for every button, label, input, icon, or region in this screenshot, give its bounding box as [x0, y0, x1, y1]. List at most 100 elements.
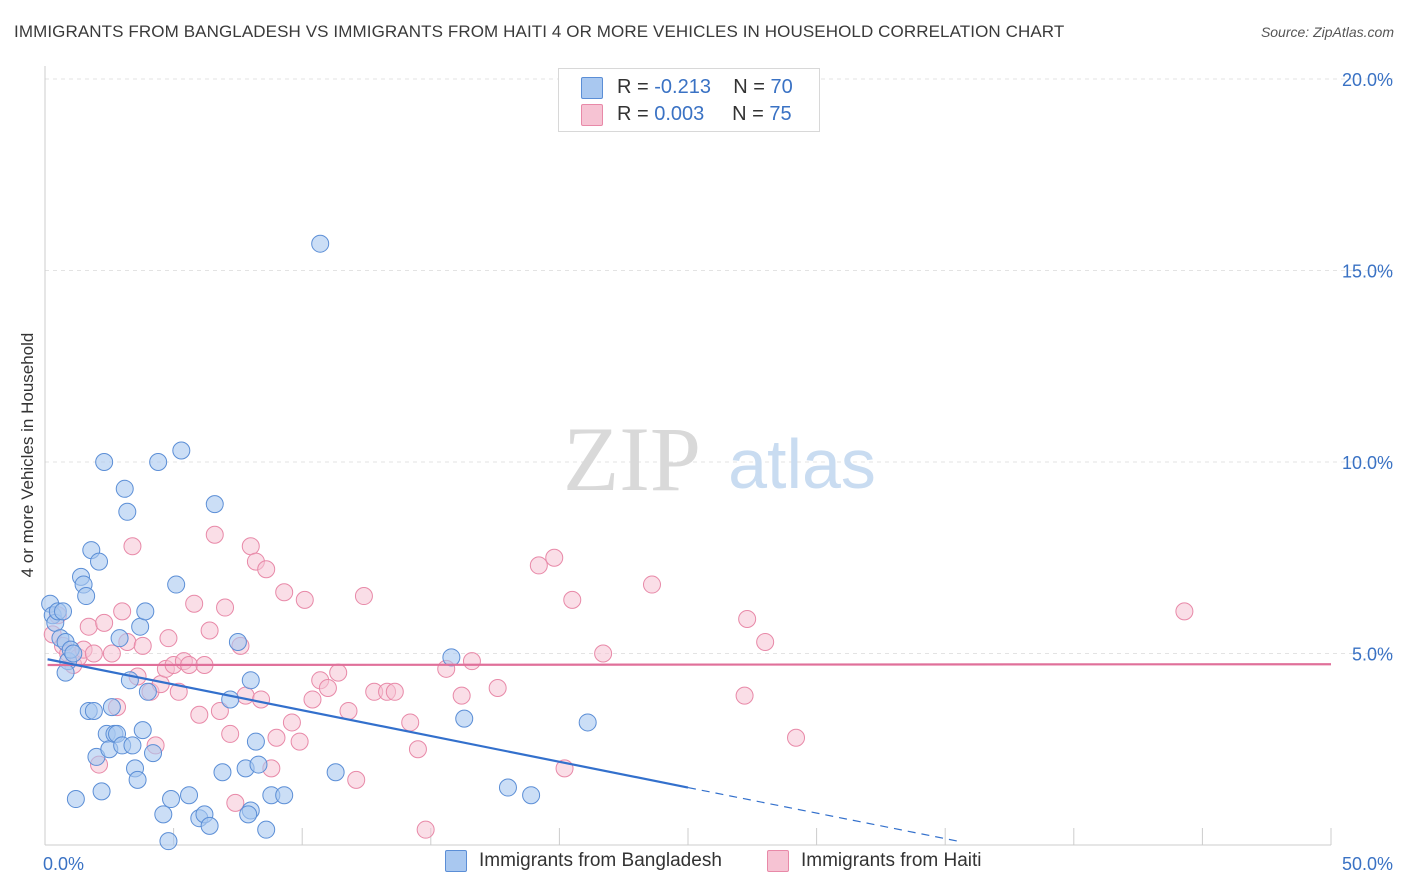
bangladesh-point: [180, 786, 199, 805]
chart-title: IMMIGRANTS FROM BANGLADESH VS IMMIGRANTS…: [14, 22, 1065, 41]
legend-r-label: R =: [617, 75, 655, 98]
series-legend: Immigrants from Bangladesh Immigrants fr…: [0, 850, 1406, 878]
watermark: ZIP atlas: [563, 408, 876, 510]
bangladesh-point: [172, 441, 191, 460]
haiti-point: [133, 636, 152, 655]
haiti-point: [787, 728, 806, 747]
haiti-point: [95, 613, 114, 632]
haiti-point: [594, 644, 613, 663]
bangladesh-point: [110, 629, 129, 648]
haiti-point: [169, 682, 188, 701]
haiti-point: [488, 678, 507, 697]
haiti-point: [241, 537, 260, 556]
bangladesh-point: [136, 602, 155, 621]
haiti-point: [123, 537, 142, 556]
haiti-point: [275, 583, 294, 602]
legend-r-value: -0.213: [654, 75, 711, 98]
y-tick-label: 15.0%: [1342, 262, 1393, 282]
legend-item-haiti[interactable]: Immigrants from Haiti: [767, 850, 982, 872]
bangladesh-point: [239, 805, 258, 824]
x-tick-label: 0.0%: [43, 854, 84, 874]
legend-row-haiti: R = 0.003 N = 75: [581, 102, 792, 126]
haiti-point: [416, 820, 435, 839]
haiti-point: [102, 644, 121, 663]
haiti-point: [216, 598, 235, 617]
bangladesh-point: [241, 671, 260, 690]
haiti-point: [545, 548, 564, 567]
bangladesh-point: [455, 709, 474, 728]
haiti-point: [462, 652, 481, 671]
haiti-points: [43, 525, 1194, 839]
haiti-point: [329, 663, 348, 682]
haiti-point: [738, 610, 757, 629]
haiti-point: [282, 713, 301, 732]
legend-item-bangladesh[interactable]: Immigrants from Bangladesh: [445, 850, 722, 872]
bangladesh-point: [522, 786, 541, 805]
bangladesh-point: [205, 495, 224, 514]
legend-n-value: 70: [770, 75, 793, 98]
bangladesh-trend-extension: [687, 786, 959, 842]
bangladesh-point: [92, 782, 111, 801]
bangladesh-point: [162, 790, 181, 809]
haiti-point: [113, 602, 132, 621]
bangladesh-point: [56, 663, 75, 682]
haiti-point: [295, 590, 314, 609]
haiti-point: [290, 732, 309, 751]
haiti-point: [385, 682, 404, 701]
legend-swatch-haiti: [581, 104, 603, 126]
bangladesh-point: [133, 721, 152, 740]
bangladesh-point: [102, 698, 121, 717]
watermark-zip: ZIP: [563, 408, 701, 510]
haiti-point: [642, 575, 661, 594]
bangladesh-point: [246, 732, 265, 751]
bangladesh-point: [84, 701, 103, 720]
haiti-point: [339, 701, 358, 720]
bangladesh-point: [90, 552, 109, 571]
y-tick-label: 10.0%: [1342, 453, 1393, 473]
haiti-point: [563, 590, 582, 609]
grid-lines: [45, 78, 1393, 654]
tick-labels: 5.0% 10.0% 15.0% 20.0% 0.0% 50.0%: [43, 70, 1393, 874]
bangladesh-point: [64, 644, 83, 663]
haiti-point: [318, 678, 337, 697]
legend-swatch-bangladesh: [445, 850, 467, 872]
bangladesh-point: [228, 633, 247, 652]
bangladesh-point: [578, 713, 597, 732]
bangladesh-point: [54, 602, 73, 621]
haiti-point: [205, 525, 224, 544]
haiti-point: [408, 740, 427, 759]
y-tick-label: 20.0%: [1342, 70, 1393, 90]
y-tick-label: 5.0%: [1352, 645, 1393, 665]
legend-swatch-bangladesh: [581, 77, 603, 99]
bangladesh-point: [138, 682, 157, 701]
bangladesh-point: [326, 763, 345, 782]
bangladesh-point: [154, 805, 173, 824]
bangladesh-point: [249, 755, 268, 774]
haiti-point: [200, 621, 219, 640]
bangladesh-point: [123, 736, 142, 755]
haiti-point: [210, 701, 229, 720]
trend-lines: [47, 658, 1332, 842]
haiti-point: [735, 686, 754, 705]
legend-swatch-haiti: [767, 850, 789, 872]
legend-r-value: 0.003: [654, 102, 705, 125]
haiti-point: [190, 705, 209, 724]
source-label: Source: ZipAtlas.com: [1260, 24, 1394, 40]
haiti-point: [756, 633, 775, 652]
bangladesh-trend-line: [47, 658, 689, 789]
legend-label-haiti: Immigrants from Haiti: [801, 850, 982, 871]
haiti-point: [1175, 602, 1194, 621]
watermark-atlas: atlas: [728, 425, 876, 503]
bangladesh-point: [66, 790, 85, 809]
bangladesh-point: [159, 832, 178, 851]
legend-r-label: R =: [617, 102, 655, 125]
haiti-point: [185, 594, 204, 613]
haiti-point: [221, 724, 240, 743]
legend-label-bangladesh: Immigrants from Bangladesh: [479, 850, 722, 871]
correlation-legend: R = -0.213 N = 70 R = 0.003 N = 75: [558, 68, 820, 132]
bangladesh-point: [275, 786, 294, 805]
bangladesh-point: [149, 453, 168, 471]
legend-n-label: N =: [733, 75, 771, 98]
bangladesh-point: [128, 770, 147, 789]
bangladesh-point: [498, 778, 517, 797]
